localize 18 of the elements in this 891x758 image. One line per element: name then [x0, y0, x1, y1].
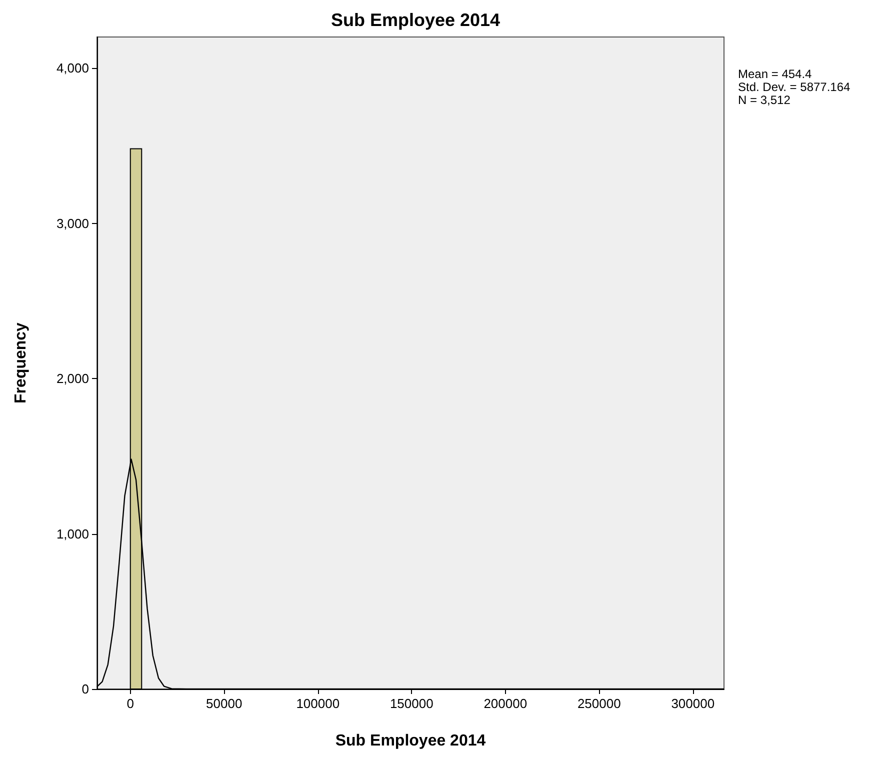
text: N = 3,512: [738, 93, 791, 107]
x-tick-label: 100000: [296, 696, 340, 711]
x-tick-label: 0: [126, 696, 134, 711]
y-tick-label: 0: [82, 682, 89, 696]
x-tick-label: 150000: [390, 696, 434, 711]
y-axis-title: Frequency: [12, 322, 30, 404]
x-tick-label: 250000: [577, 696, 621, 711]
y-tick-label: 4,000: [56, 60, 89, 76]
x-axis-title: Sub Employee 2014: [335, 732, 486, 750]
x-tick-label: 300000: [671, 696, 715, 711]
text: Mean = 454.4: [738, 67, 812, 81]
y-tick-label: 1,000: [56, 526, 89, 542]
x-tick-label: 50000: [206, 696, 242, 711]
chart-title: Sub Employee 2014: [330, 10, 500, 30]
y-tick-label: 2,000: [56, 371, 89, 386]
x-tick-label: 200000: [484, 696, 528, 711]
text: Std. Dev. = 5877.164: [738, 80, 851, 94]
y-tick-label: 3,000: [56, 216, 89, 231]
